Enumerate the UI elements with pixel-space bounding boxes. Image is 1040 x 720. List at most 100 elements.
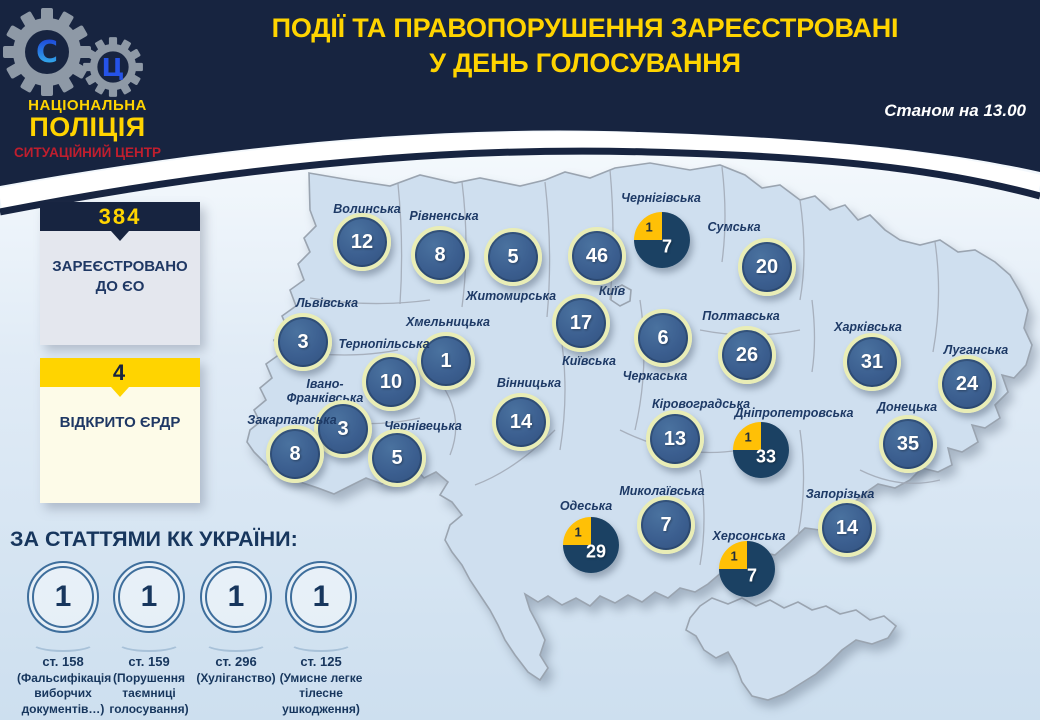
region-pie-erdr-count: 1 [574,524,582,540]
gear-letter-s: С [36,35,58,70]
region-label: Рівненська [409,209,479,223]
article-item: 1 ст. 158 (Фальсифікація виборчих документ… [17,561,112,718]
region-count-bubble: 10 [362,353,420,411]
stat-card-opened: 4 ВІДКРИТО ЄРДР [40,358,200,503]
article-item: 1 ст. 159 (Порушення таємниці голосування) [103,561,195,718]
article-number: ст. 125 [300,654,342,669]
logo: С Ц [0,0,200,170]
stat-card-registered: 384 ЗАРЕЄСТРОВАНО ДО ЄО [40,202,200,345]
region-label: Луганська [943,343,1009,357]
article-count-circle: 1 [113,561,185,633]
region-count-bubble: 3 [314,400,372,458]
stat-registered-label: ЗАРЕЄСТРОВАНО ДО ЄО [40,231,200,345]
region-count-bubble: 24 [938,355,996,413]
article-label: ст. 125 (Умисне легке тілесне ушкодження) [275,654,367,718]
region-label: Вінницька [496,376,562,390]
map-kyiv-city [610,284,632,307]
circle-reflection [204,634,268,652]
articles-row: 1 ст. 158 (Фальсифікація виборчих документ… [0,561,385,720]
page-title: ПОДІЇ ТА ПРАВОПОРУШЕННЯ ЗАРЕЄСТРОВАНІ У … [245,11,925,81]
region-label: Запорізька [805,487,875,501]
region-pie-erdr-count: 1 [645,219,653,235]
article-number: ст. 159 [128,654,170,669]
region-count-bubble: 8 [266,425,324,483]
article-label: ст. 159 (Порушення таємниці голосування) [103,654,195,718]
logo-org-line2: ПОЛІЦІЯ [29,112,146,142]
map-crimea [685,597,898,701]
region-pie-count: 7 [662,236,673,257]
region-label: Харківська [834,320,902,334]
article-number: ст. 296 [215,654,257,669]
region-count-bubble: 31 [843,333,901,391]
region-count-bubble: 7 [637,496,695,554]
region-label: Кіровоградська [651,397,751,411]
region-pie-count: 33 [756,446,777,467]
region-label: Дніпропетровська [734,406,854,420]
gear-large: С [3,8,91,96]
article-label: ст. 296 (Хуліганство) [190,654,282,686]
timestamp: Станом на 13.00 [884,101,1026,120]
region-label: Львівська [295,296,359,310]
circle-reflection [117,634,181,652]
region-pie-count: 29 [586,541,607,562]
region-label: Черкаська [622,369,688,383]
article-detail: (Фальсифікація виборчих документів…) [17,670,112,717]
region-count-bubble: 13 [646,410,704,468]
region-label: Чернігівська [621,191,701,205]
region-count-bubble: 1 [417,332,475,390]
region-label: Закарпатська [247,413,337,427]
circle-reflection [289,634,353,652]
logo-org-line3: СИТУАЦІЙНИЙ ЦЕНТР [14,145,161,160]
region-label: Херсонська [712,529,786,543]
region-count-bubble: 12 [333,213,391,271]
articles-heading: ЗА СТАТТЯМИ КК УКРАЇНИ: [10,527,298,551]
region-count-bubble: 14 [818,499,876,557]
region-label: Тернопільська [338,337,430,351]
article-detail: (Порушення таємниці голосування) [109,670,189,717]
article-count: 1 [118,566,180,628]
article-number: ст. 158 [42,654,84,669]
article-count: 1 [32,566,94,628]
stat-registered-value: 384 [40,202,200,231]
region-count-bubble: 14 [492,393,550,451]
article-count: 1 [205,566,267,628]
region-count-bubble: 17 [552,294,610,352]
article-item: 1 ст. 296 (Хуліганство) [190,561,282,686]
article-count: 1 [290,566,352,628]
region-count-bubble: 20 [738,238,796,296]
region-pie-count: 7 [747,565,758,586]
stat-opened-label: ВІДКРИТО ЄРДР [40,387,200,503]
region-label: Житомирська [465,289,557,303]
region-count-bubble: 6 [634,309,692,367]
page-title-line1: ПОДІЇ ТА ПРАВОПОРУШЕННЯ ЗАРЕЄСТРОВАНІ [271,13,899,43]
region-label: Хмельницька [405,315,491,329]
article-detail: (Хуліганство) [196,670,276,685]
circle-reflection [31,634,95,652]
stat-opened-pointer [111,387,129,397]
gear-letter-ts: Ц [102,53,125,82]
region-label: Полтавська [702,309,780,323]
region-label: Сумська [707,220,761,234]
region-label: Київ [598,284,626,298]
region-count-bubble: 26 [718,326,776,384]
article-count-circle: 1 [285,561,357,633]
region-label: Київська [562,354,616,368]
gear-small: Ц [83,37,143,97]
article-label: ст. 158 (Фальсифікація виборчих документі… [17,654,112,718]
region-pie-erdr-count: 1 [744,429,752,445]
region-pie-marker: 1 33 [733,422,789,478]
region-pie-erdr-count: 1 [730,548,738,564]
article-item: 1 ст. 125 (Умисне легке тілесне ушкодження… [275,561,367,718]
region-label: Одеська [559,499,613,513]
article-count-circle: 1 [27,561,99,633]
stat-opened-value: 4 [40,358,200,387]
region-count-bubble: 8 [411,226,469,284]
region-label: Миколаївська [619,484,705,498]
article-count-circle: 1 [200,561,272,633]
gears-icon: С Ц [3,8,143,97]
stat-registered-pointer [111,231,129,241]
page-title-line2: У ДЕНЬ ГОЛОСУВАННЯ [429,48,741,79]
